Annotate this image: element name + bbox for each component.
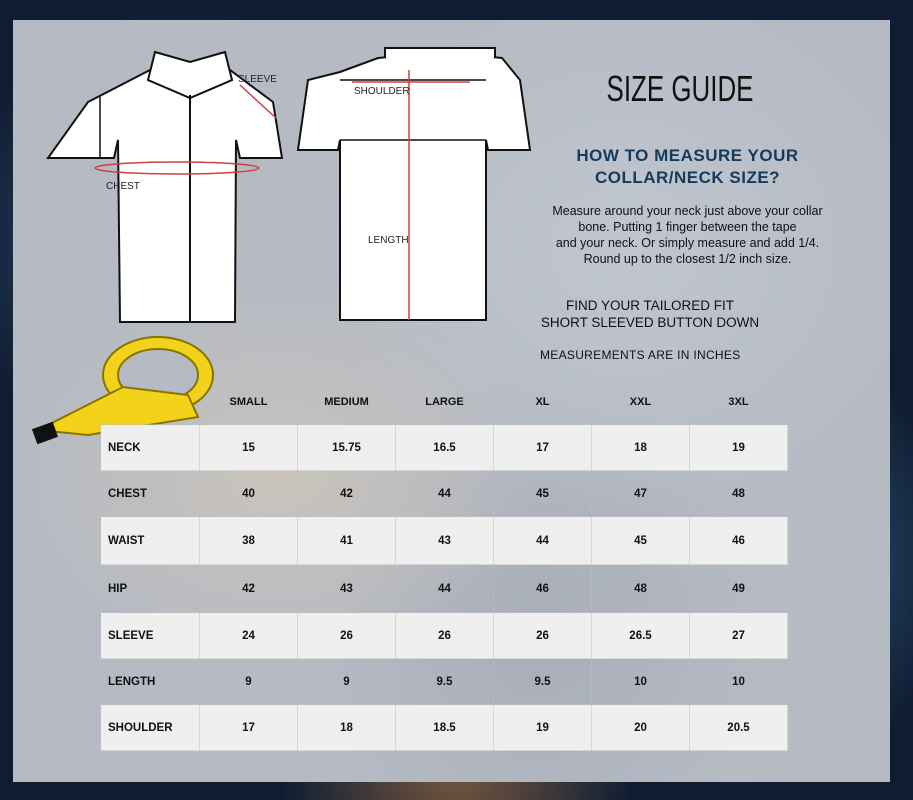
table-header-row: SMALL MEDIUM LARGE XL XXL 3XL	[101, 380, 788, 425]
row-label: SLEEVE	[100, 612, 200, 659]
row-label: NECK	[100, 424, 200, 471]
table-row: WAIST 38 41 43 44 45 46	[100, 516, 788, 565]
table-cell: 38	[199, 516, 298, 565]
table-cell: 49	[689, 564, 788, 613]
fit-line: SHORT SLEEVED BUTTON DOWN	[540, 315, 760, 330]
column-header: MEDIUM	[324, 396, 369, 408]
table-cell: 19	[493, 704, 592, 751]
units-note: MEASUREMENTS ARE IN INCHES	[540, 348, 741, 362]
table-cell: 20.5	[689, 704, 788, 751]
column-header: 3XL	[728, 396, 749, 408]
instruction-line: Measure around your neck just above your…	[552, 204, 823, 218]
chest-label: CHEST	[106, 181, 140, 192]
fit-subtitle: FIND YOUR TAILORED FIT SHORT SLEEVED BUT…	[520, 297, 780, 331]
table-cell: 18.5	[395, 704, 494, 751]
table-row: SLEEVE 24 26 26 26 26.5 27	[100, 612, 788, 659]
row-label: LENGTH	[100, 658, 200, 705]
heading-line: COLLAR/NECK SIZE?	[594, 168, 781, 187]
table-cell: 48	[591, 564, 690, 613]
table-cell: 27	[689, 612, 788, 659]
table-cell: 26.5	[591, 612, 690, 659]
table-cell: 43	[395, 516, 494, 565]
tape-measure-image	[31, 336, 214, 445]
sleeve-label: SLEEVE	[238, 74, 277, 85]
table-cell: 10	[689, 658, 788, 705]
table-cell: 9	[199, 658, 298, 705]
column-header: XXL	[629, 396, 652, 408]
table-cell: 16.5	[395, 424, 494, 471]
table-cell: 44	[395, 564, 494, 613]
table-cell: 43	[297, 564, 396, 613]
table-cell: 26	[297, 612, 396, 659]
table-row: NECK 15 15.75 16.5 17 18 19	[100, 424, 788, 471]
table-row: HIP 42 43 44 46 48 49	[100, 564, 788, 613]
table-cell: 19	[689, 424, 788, 471]
table-cell: 46	[689, 516, 788, 565]
instruction-line: bone. Putting 1 finger between the tape	[578, 220, 797, 234]
corner-cell	[101, 380, 200, 425]
table-cell: 47	[591, 470, 690, 517]
fit-line: FIND YOUR TAILORED FIT	[565, 298, 735, 313]
table-cell: 20	[591, 704, 690, 751]
table-cell: 17	[493, 424, 592, 471]
table-cell: 9.5	[493, 658, 592, 705]
size-table: SMALL MEDIUM LARGE XL XXL 3XL NECK 15 15.75 16.5…	[100, 380, 788, 751]
column-header: LARGE	[425, 396, 464, 408]
table-row: CHEST 40 42 44 45 47 48	[100, 470, 788, 517]
table-cell: 17	[199, 704, 298, 751]
column-header: SMALL	[229, 396, 268, 408]
sleeve-measure-line	[239, 84, 277, 119]
table-cell: 48	[689, 470, 788, 517]
table-cell: 26	[493, 612, 592, 659]
column-header: XL	[535, 396, 550, 408]
table-cell: 9	[297, 658, 396, 705]
heading-line: HOW TO MEASURE YOUR	[576, 146, 799, 165]
row-label: HIP	[100, 564, 200, 613]
shoulder-label: SHOULDER	[354, 86, 410, 97]
row-label: WAIST	[100, 516, 200, 565]
table-cell: 41	[297, 516, 396, 565]
table-cell: 40	[199, 470, 298, 517]
instruction-line: Round up to the closest 1/2 inch size.	[583, 252, 792, 266]
table-cell: 18	[297, 704, 396, 751]
row-label: SHOULDER	[100, 704, 200, 751]
table-cell: 45	[493, 470, 592, 517]
table-cell: 9.5	[395, 658, 494, 705]
table-cell: 15.75	[297, 424, 396, 471]
table-row: LENGTH 9 9 9.5 9.5 10 10	[100, 658, 788, 705]
table-cell: 46	[493, 564, 592, 613]
shirt-diagrams	[46, 47, 532, 323]
table-cell: 44	[493, 516, 592, 565]
table-cell: 15	[199, 424, 298, 471]
table-cell: 10	[591, 658, 690, 705]
chest-measure-line	[94, 161, 260, 175]
table-cell: 42	[199, 564, 298, 613]
measure-instructions: Measure around your neck just above your…	[535, 203, 840, 267]
shirt-back-drawing	[296, 47, 532, 321]
table-cell: 24	[199, 612, 298, 659]
row-label: CHEST	[100, 470, 200, 517]
shirt-front-drawing	[46, 50, 284, 323]
table-cell: 44	[395, 470, 494, 517]
instruction-line: and your neck. Or simply measure and add…	[555, 236, 820, 250]
table-row: SHOULDER 17 18 18.5 19 20 20.5	[100, 704, 788, 751]
how-to-measure-heading: HOW TO MEASURE YOUR COLLAR/NECK SIZE?	[540, 145, 835, 189]
table-cell: 18	[591, 424, 690, 471]
table-cell: 42	[297, 470, 396, 517]
page-title: SIZE GUIDE	[606, 68, 754, 109]
length-label: LENGTH	[368, 235, 409, 246]
table-cell: 26	[395, 612, 494, 659]
table-cell: 45	[591, 516, 690, 565]
